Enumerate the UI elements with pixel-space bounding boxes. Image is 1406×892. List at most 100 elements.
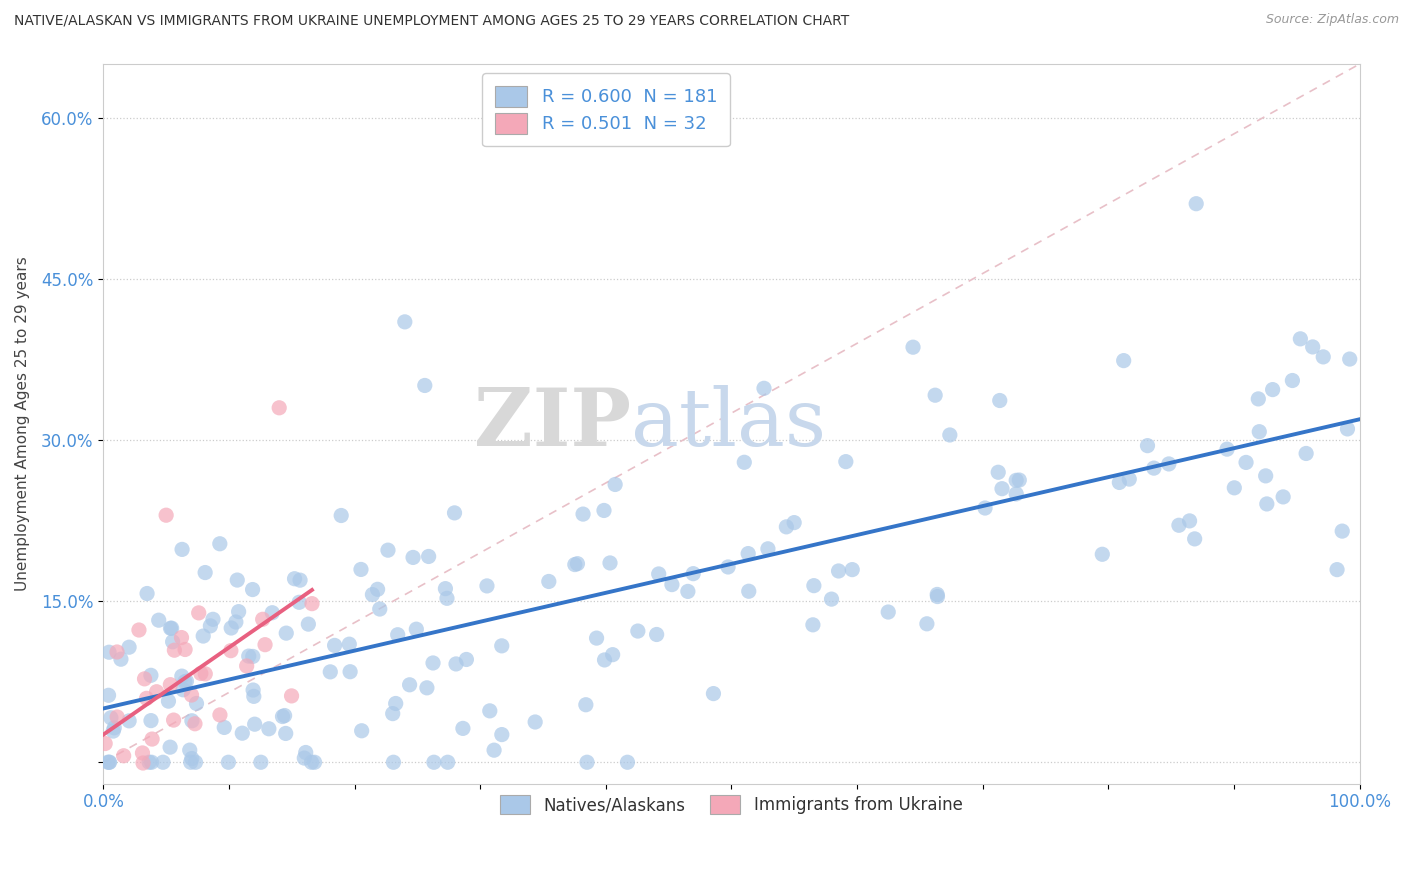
Point [616, 756, 638, 770]
Point [193, 629, 215, 643]
Point [1256, 497, 1278, 511]
Point [423, 756, 446, 770]
Point [384, 697, 406, 711]
Text: Source: ZipAtlas.com: Source: ZipAtlas.com [1265, 13, 1399, 27]
Text: NATIVE/ALASKAN VS IMMIGRANTS FROM UKRAINE UNEMPLOYMENT AMONG AGES 25 TO 29 YEARS: NATIVE/ALASKAN VS IMMIGRANTS FROM UKRAIN… [14, 13, 849, 28]
Point [1143, 461, 1166, 475]
Point [98, 756, 121, 770]
Point [974, 501, 997, 516]
Point [157, 694, 180, 708]
Point [988, 393, 1011, 408]
Point [1254, 468, 1277, 483]
Point [436, 756, 458, 770]
Point [737, 547, 759, 561]
Point [1312, 350, 1334, 364]
Point [262, 606, 284, 620]
Point [841, 563, 863, 577]
Point [1234, 455, 1257, 469]
Point [567, 557, 589, 571]
Point [131, 746, 153, 760]
Point [170, 631, 193, 645]
Point [145, 684, 167, 698]
Point [254, 638, 277, 652]
Point [738, 584, 761, 599]
Point [274, 726, 297, 740]
Point [361, 588, 384, 602]
Point [187, 606, 209, 620]
Legend: Natives/Alaskans, Immigrants from Ukraine: Natives/Alaskans, Immigrants from Ukrain… [488, 783, 974, 826]
Point [194, 566, 217, 580]
Point [1281, 374, 1303, 388]
Point [1326, 563, 1348, 577]
Point [297, 617, 319, 632]
Point [118, 640, 141, 655]
Point [405, 622, 427, 636]
Point [645, 627, 668, 641]
Point [152, 756, 174, 770]
Point [422, 656, 444, 670]
Point [987, 465, 1010, 479]
Point [939, 428, 962, 442]
Point [394, 315, 416, 329]
Point [1295, 446, 1317, 460]
Point [301, 597, 323, 611]
Point [184, 716, 207, 731]
Point [676, 584, 699, 599]
Point [350, 723, 373, 738]
Point [927, 587, 949, 601]
Point [416, 681, 439, 695]
Point [1184, 532, 1206, 546]
Point [602, 648, 624, 662]
Point [273, 708, 295, 723]
Point [173, 674, 195, 689]
Point [783, 516, 806, 530]
Point [105, 645, 128, 659]
Point [163, 643, 186, 657]
Point [141, 732, 163, 747]
Point [1091, 547, 1114, 561]
Point [180, 688, 202, 702]
Point [250, 756, 273, 770]
Point [377, 543, 399, 558]
Point [418, 549, 440, 564]
Y-axis label: Unemployment Among Ages 25 to 29 years: Unemployment Among Ages 25 to 29 years [15, 257, 30, 591]
Point [280, 689, 302, 703]
Point [682, 566, 704, 581]
Point [159, 678, 181, 692]
Point [212, 721, 235, 735]
Point [1008, 473, 1031, 487]
Point [159, 740, 181, 755]
Point [94, 737, 117, 751]
Point [593, 503, 616, 517]
Point [1272, 490, 1295, 504]
Point [294, 746, 316, 760]
Point [288, 595, 311, 609]
Point [367, 582, 389, 597]
Point [775, 520, 797, 534]
Point [242, 683, 264, 698]
Point [142, 788, 165, 802]
Point [217, 756, 239, 770]
Point [564, 558, 586, 572]
Point [1261, 383, 1284, 397]
Point [1167, 518, 1189, 533]
Point [97, 688, 120, 702]
Point [337, 637, 360, 651]
Point [323, 639, 346, 653]
Point [443, 506, 465, 520]
Point [283, 572, 305, 586]
Point [148, 613, 170, 627]
Point [575, 698, 598, 712]
Point [524, 714, 547, 729]
Point [756, 541, 779, 556]
Point [200, 619, 222, 633]
Point [269, 401, 291, 415]
Point [174, 642, 197, 657]
Point [820, 592, 842, 607]
Point [444, 657, 467, 671]
Point [368, 602, 391, 616]
Point [702, 687, 724, 701]
Point [1339, 352, 1361, 367]
Point [350, 562, 373, 576]
Point [103, 721, 125, 735]
